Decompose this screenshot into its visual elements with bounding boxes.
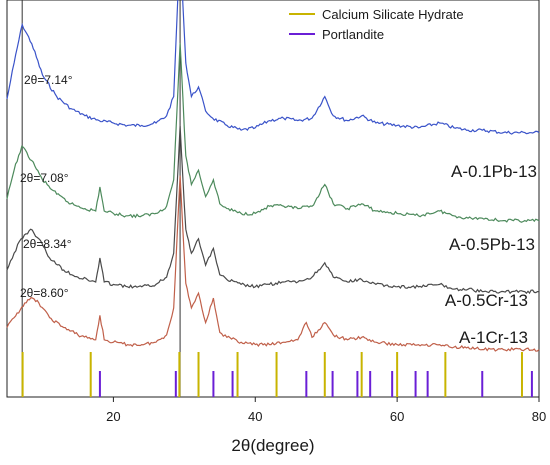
peak-label-1: 2θ=7.08° <box>20 171 69 185</box>
peak-label-2: 2θ=8.34° <box>23 237 72 251</box>
series-group: A-0.1Pb-13 2θ=7.14° A-0.5Pb-13 2θ=7.08° A-0.… <box>6 0 540 352</box>
x-tick-label-2: 60 <box>390 409 404 424</box>
series-line-A-0.5Cr-13 <box>6 125 539 295</box>
legend-label-portlandite: Portlandite <box>322 27 384 42</box>
series-line-A-0.5Pb-13 <box>6 42 540 223</box>
series-line-A-0.1Pb-13 <box>6 0 540 135</box>
legend: Calcium Silicate Hydrate Portlandite <box>289 7 464 42</box>
x-tick-label-1: 40 <box>248 409 262 424</box>
series-label-A-0.5Cr-13: A-0.5Cr-13 <box>445 291 528 310</box>
x-tick-label-0: 20 <box>106 409 120 424</box>
reference-peaks <box>21 352 533 397</box>
reference-lines <box>21 0 181 397</box>
series-label-A-0.5Pb-13: A-0.5Pb-13 <box>449 235 535 254</box>
x-axis-ticks: 20 40 60 80 <box>106 397 546 424</box>
peak-label-3: 2θ=8.60° <box>20 286 69 300</box>
series-label-A-1Cr-13: A-1Cr-13 <box>459 328 528 347</box>
series-line-A-1Cr-13 <box>6 175 540 352</box>
series-label-A-0.1Pb-13: A-0.1Pb-13 <box>451 162 537 181</box>
legend-label-csh: Calcium Silicate Hydrate <box>322 7 464 22</box>
peak-label-0: 2θ=7.14° <box>24 73 73 87</box>
x-axis-label: 2θ(degree) <box>231 436 314 455</box>
x-tick-label-3: 80 <box>532 409 546 424</box>
